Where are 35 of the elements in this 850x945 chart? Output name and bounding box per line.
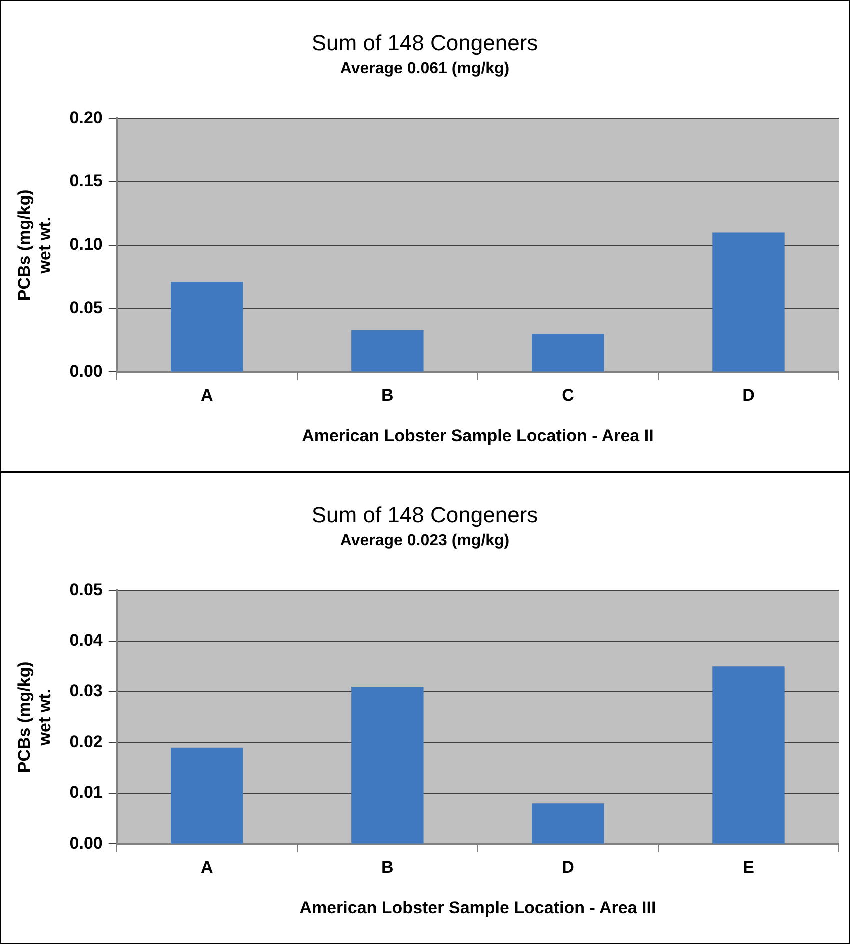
y-tick-label: 0.15 [70,172,103,191]
x-tick-label: C [562,386,574,406]
bar [532,804,604,844]
x-tick-label: D [742,386,755,406]
y-axis-title: PCBs (mg/kg) wet wt. [14,190,54,302]
chart-subtitle: Average 0.023 (mg/kg) [340,532,510,550]
bar [352,330,424,372]
y-tick-label: 0.01 [70,783,103,802]
x-tick-label: D [562,858,574,878]
bar [712,232,785,372]
bar [712,666,785,844]
x-tick-label: B [382,386,394,406]
x-tick-label: A [201,386,214,406]
y-tick-label: 0.10 [70,235,103,254]
y-tick-label: 0.05 [70,298,103,318]
y-tick-label: 0.02 [70,732,103,752]
x-tick-label: B [382,858,394,878]
y-tick-label: 0.04 [70,631,104,650]
y-axis-title: PCBs (mg/kg) wet wt. [14,662,54,774]
y-tick-label: 0.20 [70,108,103,128]
x-axis-title: American Lobster Sample Location - Area II [302,426,654,446]
bar [352,686,424,844]
bar [532,334,604,372]
y-tick-label: 0.03 [70,682,103,701]
chart-subtitle: Average 0.061 (mg/kg) [340,60,510,78]
x-tick-label: A [201,858,214,878]
y-tick-label: 0.00 [70,362,103,381]
chart-title: Sum of 148 Congeners [312,30,538,56]
bar [171,748,244,844]
bar [171,282,244,372]
chart-title: Sum of 148 Congeners [312,502,538,528]
x-tick-label: E [743,858,754,878]
x-axis-title: American Lobster Sample Location - Area III [300,898,656,918]
y-tick-label: 0.05 [70,580,103,600]
y-tick-label: 0.00 [70,834,103,853]
